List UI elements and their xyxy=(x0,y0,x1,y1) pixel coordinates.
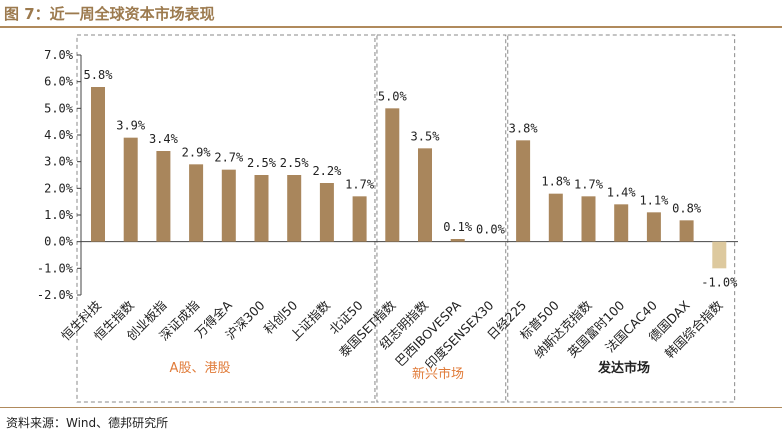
y-tick-label: 3.0% xyxy=(44,155,74,169)
bar xyxy=(352,196,367,242)
bar xyxy=(91,87,105,242)
group-label: 新兴市场 xyxy=(412,366,464,382)
bar xyxy=(156,151,171,242)
bar xyxy=(548,193,563,242)
data-label: 3.5% xyxy=(411,129,441,143)
bar xyxy=(385,108,400,242)
data-label: 1.4% xyxy=(607,185,637,199)
bar xyxy=(581,196,596,242)
title-rule xyxy=(0,26,782,28)
group-boxes xyxy=(76,34,736,403)
y-tick-label: 4.0% xyxy=(44,128,74,142)
figure-title: 图 7：近一周全球资本市场表现 xyxy=(4,5,215,23)
group-labels: A股、港股 新兴市场 发达市场 xyxy=(170,360,650,382)
bar xyxy=(679,220,694,242)
source-note: 资料来源：Wind、德邦研究所 xyxy=(6,416,169,430)
data-labels: 5.8%3.9%3.4%2.9% 2.7% 2.5% 2.5%2.2%1.7%5.0%… xyxy=(84,68,739,289)
y-tick-label: 2.0% xyxy=(44,181,74,195)
bar xyxy=(712,241,727,269)
data-label: 2.9% xyxy=(182,145,212,159)
y-tick-label: -2.0% xyxy=(37,288,74,302)
data-label: 5.0% xyxy=(378,89,408,103)
data-label: 2.5% xyxy=(280,156,310,170)
bar xyxy=(646,212,661,242)
group-label: 发达市场 xyxy=(597,360,650,376)
data-label: 0.0% xyxy=(476,223,506,237)
group-label: A股、港股 xyxy=(170,361,231,376)
bar xyxy=(221,169,236,242)
data-label: 0.8% xyxy=(672,201,702,215)
footer-rule xyxy=(0,407,782,408)
data-label: 2.7% xyxy=(214,151,244,165)
y-tick-label: 6.0% xyxy=(44,75,74,89)
data-label: -1.0% xyxy=(701,275,738,289)
data-label: 0.1% xyxy=(443,220,473,234)
bar xyxy=(319,183,334,242)
bar xyxy=(123,137,138,242)
data-label: 2.5% xyxy=(247,156,277,170)
y-tick-label: 0.0% xyxy=(44,235,74,249)
bar-chart: -2.0% -1.0% 0.0% 1.0% 2.0% 3.0% 4.0% 5.0% 6.0% 7.… xyxy=(37,34,739,403)
data-label: 1.7% xyxy=(345,177,375,191)
data-label: 1.1% xyxy=(639,193,669,207)
y-tick-label: 1.0% xyxy=(44,208,74,222)
y-tick-label: -1.0% xyxy=(37,261,74,275)
y-axis: -2.0% -1.0% 0.0% 1.0% 2.0% 3.0% 4.0% 5.0% 6.0% 7.… xyxy=(37,48,738,302)
data-label: 3.9% xyxy=(116,119,146,133)
group-box xyxy=(376,34,507,403)
bar xyxy=(287,175,302,242)
data-label: 2.2% xyxy=(312,164,342,178)
bar xyxy=(418,148,432,242)
data-label: 1.8% xyxy=(541,175,571,189)
group-box xyxy=(507,34,736,403)
data-label: 1.7% xyxy=(574,177,604,191)
data-label: 3.4% xyxy=(149,132,179,146)
data-label: 3.8% xyxy=(509,121,539,135)
bar xyxy=(189,164,204,242)
bars xyxy=(91,87,727,269)
y-tick-label: 5.0% xyxy=(44,101,74,115)
group-box xyxy=(76,34,376,403)
bar xyxy=(254,175,269,242)
data-label: 5.8% xyxy=(84,68,114,82)
bar xyxy=(450,239,465,242)
bar xyxy=(614,204,629,242)
bar xyxy=(516,140,531,242)
y-tick-label: 7.0% xyxy=(44,48,74,62)
